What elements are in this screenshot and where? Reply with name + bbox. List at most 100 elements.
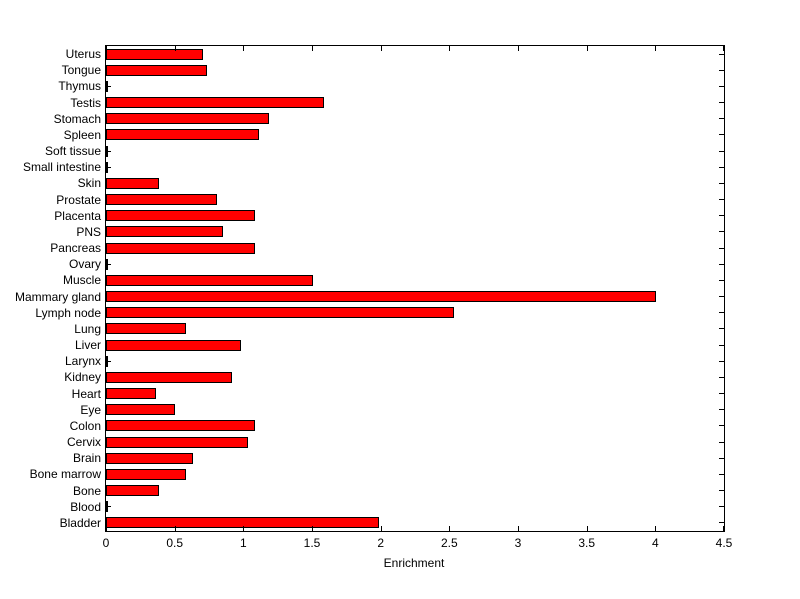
x-tick-label: 3 — [514, 536, 522, 550]
x-tick-mark — [518, 526, 519, 531]
y-tick-mark-right — [719, 279, 724, 281]
y-tick-mark-left — [106, 166, 111, 168]
x-tick-mark — [655, 526, 657, 531]
y-tick-mark-right — [719, 199, 724, 201]
bar — [106, 404, 176, 416]
y-tick-mark-right — [719, 360, 724, 362]
y-tick-label: Kidney — [64, 370, 101, 385]
bar — [106, 420, 256, 432]
x-tick-mark-top — [655, 46, 657, 51]
bar — [106, 468, 187, 480]
y-tick-label: Cervix — [66, 435, 101, 450]
bar — [106, 64, 207, 76]
y-tick-mark-left — [106, 360, 111, 362]
y-tick-label: Lung — [74, 321, 101, 336]
y-tick-mark-right — [719, 53, 724, 55]
bar — [106, 129, 260, 141]
y-tick-label: Stomach — [53, 111, 101, 126]
x-tick-mark — [243, 526, 245, 531]
bar — [106, 371, 232, 383]
y-tick-mark-right — [719, 506, 724, 508]
x-tick-mark-top — [449, 46, 451, 51]
x-tick-mark — [312, 526, 313, 531]
y-tick-mark-right — [719, 296, 724, 298]
y-tick-label: Thymus — [58, 79, 101, 94]
y-tick-label: Placenta — [54, 208, 101, 223]
x-tick-label: 0 — [102, 536, 110, 550]
x-tick-mark-top — [312, 46, 313, 51]
x-tick-label: 0.5 — [166, 536, 183, 550]
y-tick-label: Lymph node — [35, 305, 101, 320]
bar — [106, 145, 108, 157]
x-tick-mark-top — [723, 46, 724, 51]
x-axis-title: Enrichment — [383, 556, 445, 570]
bar — [106, 97, 324, 109]
y-tick-mark-left — [106, 506, 111, 508]
y-tick-mark-right — [719, 425, 724, 427]
y-tick-label: Colon — [69, 418, 101, 433]
y-tick-mark-right — [719, 69, 724, 71]
y-tick-mark-left — [106, 85, 111, 87]
bar — [106, 210, 256, 222]
bar — [106, 161, 108, 173]
y-tick-label: Tongue — [61, 63, 101, 78]
y-tick-mark-right — [719, 344, 724, 346]
x-tick-mark-top — [380, 46, 382, 51]
bar — [106, 48, 203, 60]
y-tick-mark-right — [719, 166, 724, 168]
bar — [106, 501, 108, 513]
y-tick-label: Liver — [74, 338, 101, 353]
y-tick-label: Spleen — [63, 127, 101, 142]
bar — [106, 226, 224, 238]
x-tick-label: 4.5 — [715, 536, 733, 550]
y-tick-label: Skin — [77, 176, 101, 191]
y-tick-mark-left — [106, 263, 111, 265]
y-tick-label: Pancreas — [50, 241, 101, 256]
y-tick-label: Brain — [72, 451, 101, 466]
y-tick-mark-right — [719, 150, 724, 152]
bar — [106, 517, 379, 529]
bar — [106, 323, 187, 335]
y-tick-label: PNS — [76, 224, 101, 239]
y-tick-label: Muscle — [62, 273, 101, 288]
x-tick-mark — [380, 526, 382, 531]
y-tick-mark-right — [719, 247, 724, 249]
y-tick-mark-right — [719, 85, 724, 87]
y-tick-label: Mammary gland — [14, 289, 101, 304]
bar — [106, 485, 159, 497]
y-tick-mark-right — [719, 182, 724, 184]
x-tick-label: 2 — [377, 536, 384, 550]
y-tick-label: Bone — [72, 483, 101, 498]
bar — [106, 80, 108, 92]
x-tick-mark — [449, 526, 451, 531]
x-tick-mark — [106, 526, 107, 531]
bar — [106, 436, 249, 448]
y-tick-label: Eye — [80, 402, 101, 417]
x-tick-label: 2.5 — [440, 536, 458, 550]
x-tick-label: 1 — [239, 536, 247, 550]
bar — [106, 177, 159, 189]
y-tick-mark-right — [719, 328, 724, 330]
y-tick-label: Prostate — [56, 192, 101, 207]
y-tick-mark-right — [719, 473, 724, 475]
bar — [106, 113, 269, 125]
y-tick-mark-right — [719, 441, 724, 443]
x-tick-label: 4 — [651, 536, 659, 550]
y-tick-mark-right — [719, 215, 724, 217]
y-tick-mark-right — [719, 312, 724, 314]
y-tick-label: Blood — [70, 499, 101, 514]
y-tick-label: Heart — [71, 386, 101, 401]
y-tick-mark-right — [719, 490, 724, 492]
y-tick-mark-right — [719, 393, 724, 395]
y-tick-label: Soft tissue — [44, 144, 101, 159]
bar — [106, 452, 194, 464]
y-tick-mark-right — [719, 118, 724, 120]
x-tick-mark-top — [518, 46, 519, 51]
y-tick-mark-left — [106, 150, 111, 152]
y-tick-mark-right — [719, 263, 724, 265]
bar — [106, 307, 455, 319]
y-tick-mark-right — [719, 376, 724, 378]
bar — [106, 274, 313, 286]
y-tick-label: Larynx — [64, 354, 101, 369]
